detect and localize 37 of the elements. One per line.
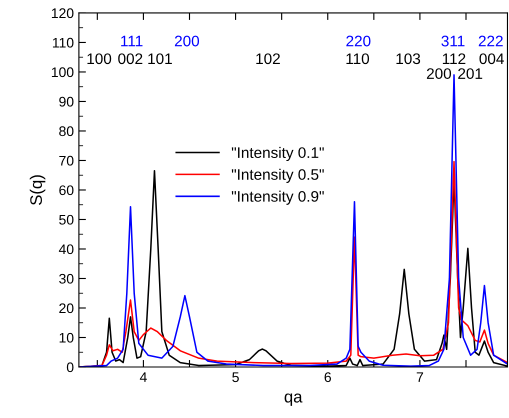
y-tick-label: 10 xyxy=(60,332,74,343)
annotation: 200 xyxy=(174,36,200,46)
y-tick-label: 100 xyxy=(52,67,74,78)
legend-label: "Intensity 0.5" xyxy=(232,168,324,183)
y-tick-label: 0 xyxy=(66,362,74,372)
annotation: 201 xyxy=(458,68,482,80)
annotation: 101 xyxy=(148,53,172,64)
annotation: 102 xyxy=(256,53,280,64)
legend-label: "Intensity 0.9" xyxy=(232,190,324,205)
annotation: 222 xyxy=(478,36,503,46)
x-tick-label: 5 xyxy=(232,372,239,382)
annotation: 002 xyxy=(118,53,142,64)
y-tick-label: 60 xyxy=(59,185,74,196)
y-tick-label: 40 xyxy=(58,244,74,254)
annotation: 004 xyxy=(479,53,504,64)
annotation: 100 xyxy=(87,53,112,64)
x-tick-label: 7 xyxy=(416,372,424,382)
y-tick-label: 90 xyxy=(59,96,74,107)
x-tick-label: 4 xyxy=(140,372,147,382)
annotation: 112 xyxy=(442,53,466,64)
y-tick-label: 50 xyxy=(59,214,74,225)
x-tick-label: 6 xyxy=(324,372,331,382)
legend-label: "Intensity 0.1" xyxy=(232,146,324,162)
y-tick-label: 70 xyxy=(59,156,74,166)
annotation: 110 xyxy=(346,53,370,64)
x-axis-title: qa xyxy=(284,393,302,406)
annotation: 200 xyxy=(426,68,452,80)
annotation: 103 xyxy=(396,53,420,64)
y-axis-title: S(q) xyxy=(30,175,46,205)
y-tick-label: 120 xyxy=(52,8,74,18)
annotation: 220 xyxy=(346,36,370,46)
y-tick-label: 30 xyxy=(59,274,74,284)
y-tick-label: 80 xyxy=(59,126,74,136)
annotation: 111 xyxy=(121,36,142,46)
annotation: 311 xyxy=(441,36,464,46)
y-tick-label: 110 xyxy=(52,38,74,48)
y-tick-label: 20 xyxy=(59,303,74,314)
